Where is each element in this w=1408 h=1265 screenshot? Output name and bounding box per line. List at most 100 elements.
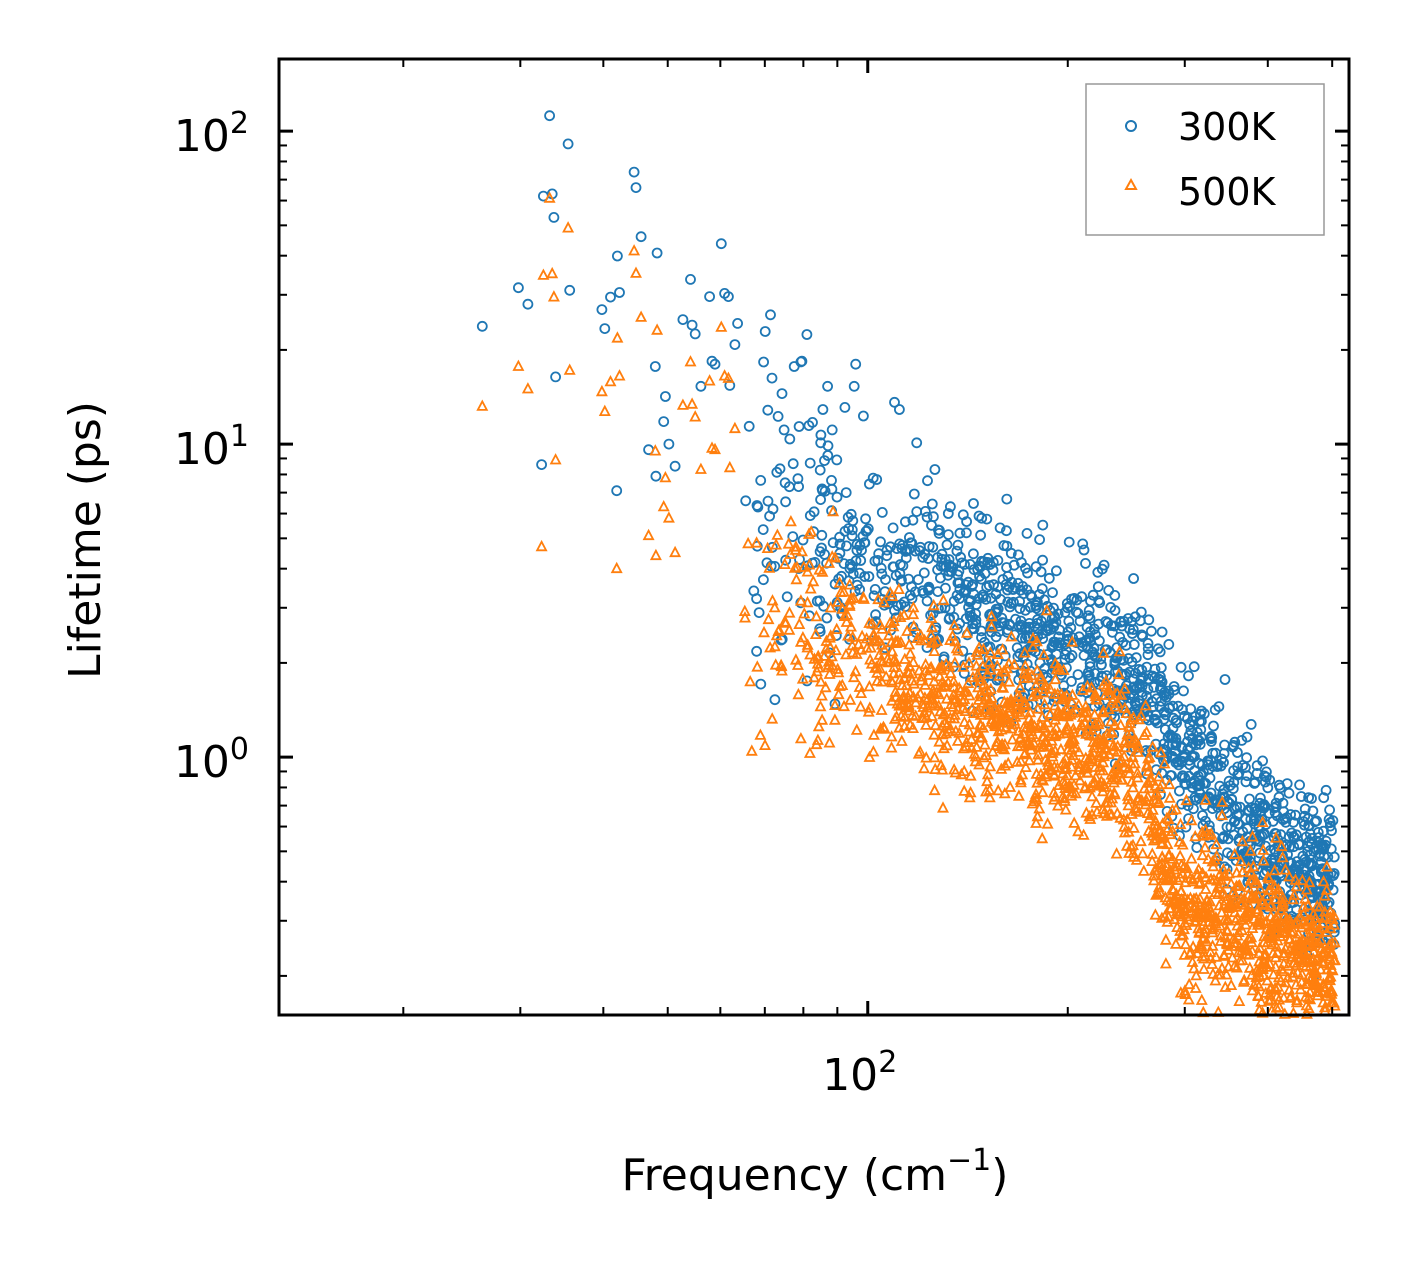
data-point-500k — [1290, 915, 1303, 927]
data-point-500k — [1146, 740, 1159, 752]
data-point-500k — [1197, 931, 1210, 943]
data-point-500k — [927, 598, 940, 611]
data-point-300k — [1219, 674, 1231, 685]
data-point-300k — [1167, 700, 1179, 712]
data-point-500k — [1226, 939, 1239, 951]
data-point-500k — [1300, 998, 1313, 1011]
data-point-300k — [1198, 708, 1210, 720]
data-point-300k — [686, 319, 698, 331]
data-point-500k — [1097, 802, 1110, 815]
data-point-500k — [1206, 855, 1219, 867]
data-point-500k — [1207, 967, 1219, 979]
data-point-500k — [1014, 680, 1027, 693]
data-point-300k — [1066, 650, 1078, 661]
data-point-500k — [1089, 687, 1102, 699]
data-point-500k — [1270, 990, 1283, 1002]
data-point-300k — [1270, 797, 1282, 809]
data-point-300k — [804, 457, 816, 469]
data-point-500k — [944, 666, 957, 678]
data-point-300k — [826, 474, 837, 486]
data-point-500k — [1072, 824, 1085, 837]
data-point-300k — [1129, 611, 1141, 623]
data-point-300k — [894, 404, 905, 415]
data-point-500k — [1300, 949, 1313, 961]
data-point-500k — [1152, 863, 1165, 876]
data-point-500k — [1049, 656, 1062, 669]
data-point-300k — [1136, 664, 1148, 676]
data-point-500k — [1008, 658, 1021, 670]
data-point-500k — [598, 404, 611, 416]
data-point-300k — [1226, 850, 1237, 862]
data-point-500k — [1090, 692, 1103, 704]
data-point-300k — [827, 537, 839, 549]
data-point-500k — [843, 578, 856, 590]
data-point-500k — [863, 701, 876, 713]
data-point-500k — [1125, 726, 1138, 738]
data-point-500k — [770, 628, 783, 641]
data-point-500k — [1046, 727, 1059, 739]
data-point-500k — [1328, 953, 1341, 965]
data-point-300k — [922, 475, 933, 487]
data-point-500k — [1276, 890, 1289, 903]
data-point-300k — [762, 404, 774, 416]
data-point-500k — [1257, 854, 1270, 866]
data-point-500k — [1023, 753, 1036, 766]
data-point-300k — [772, 410, 784, 422]
data-point-500k — [991, 659, 1004, 671]
data-point-500k — [1265, 937, 1278, 950]
data-point-500k — [842, 629, 854, 641]
data-point-500k — [543, 191, 556, 203]
data-point-300k — [978, 556, 990, 568]
data-point-300k — [1063, 536, 1075, 548]
data-point-300k — [896, 543, 908, 554]
data-point-500k — [1284, 989, 1297, 1001]
data-point-500k — [1269, 892, 1282, 904]
data-point-500k — [1327, 908, 1340, 920]
data-point-300k — [774, 463, 786, 475]
data-point-500k — [1121, 812, 1134, 825]
data-point-500k — [1170, 802, 1182, 815]
data-point-500k — [1156, 850, 1169, 862]
data-point-500k — [796, 672, 809, 684]
data-point-300k — [945, 501, 956, 513]
data-point-500k — [635, 310, 648, 322]
data-point-500k — [1173, 835, 1186, 847]
data-point-500k — [1056, 790, 1069, 803]
data-point-500k — [1162, 849, 1175, 861]
data-point-500k — [957, 741, 970, 754]
data-point-500k — [1222, 867, 1235, 879]
data-point-300k — [1126, 656, 1138, 668]
data-point-500k — [1101, 726, 1114, 739]
data-point-500k — [1310, 953, 1323, 965]
data-point-500k — [563, 363, 576, 375]
data-point-500k — [981, 767, 994, 780]
data-point-500k — [825, 649, 838, 662]
data-point-500k — [1283, 870, 1296, 882]
data-point-500k — [847, 670, 860, 683]
data-point-300k — [1168, 681, 1180, 692]
data-point-500k — [770, 538, 783, 550]
data-point-500k — [1083, 809, 1096, 822]
data-point-500k — [1065, 695, 1078, 707]
data-point-500k — [998, 695, 1011, 707]
data-point-500k — [925, 709, 938, 721]
data-point-500k — [1127, 821, 1140, 833]
data-point-300k — [1232, 747, 1243, 758]
data-point-500k — [1217, 949, 1230, 961]
data-point-500k — [1039, 678, 1052, 690]
data-point-300k — [974, 561, 986, 573]
data-point-500k — [849, 664, 862, 677]
data-point-300k — [1030, 561, 1042, 573]
data-point-500k — [833, 576, 846, 588]
data-point-500k — [1083, 781, 1096, 793]
data-point-300k — [1268, 802, 1280, 814]
data-point-300k — [816, 542, 827, 554]
data-point-500k — [1036, 785, 1049, 798]
data-point-300k — [889, 396, 900, 408]
data-point-500k — [904, 647, 917, 659]
data-point-500k — [1219, 889, 1232, 901]
data-point-500k — [928, 750, 941, 763]
data-point-300k — [1317, 842, 1329, 853]
data-point-500k — [843, 599, 856, 611]
data-point-500k — [1197, 962, 1210, 974]
